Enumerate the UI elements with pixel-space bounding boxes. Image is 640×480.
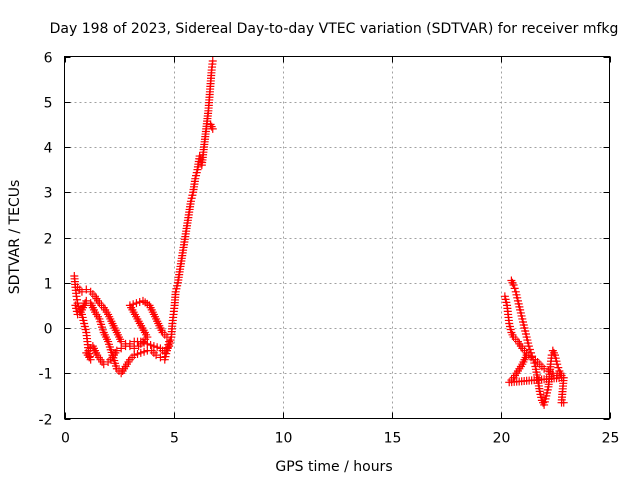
- data-points: [70, 57, 568, 409]
- data-point: [133, 350, 142, 359]
- data-point: [522, 351, 531, 360]
- x-tick-label: 20: [493, 431, 511, 447]
- data-point: [509, 281, 518, 290]
- data-point: [112, 346, 121, 355]
- x-tick-label: 10: [275, 431, 293, 447]
- data-point: [156, 353, 165, 362]
- axis-ticks: 0 5 10 15 20 25 -2 -1 0 1 2 3 4 5 6: [39, 51, 620, 447]
- data-point: [130, 344, 139, 353]
- y-tick-label: 0: [44, 322, 53, 338]
- y-tick-label: 5: [44, 96, 53, 112]
- data-point: [527, 348, 536, 357]
- data-point: [510, 284, 519, 293]
- data-point: [82, 296, 91, 305]
- data-point: [554, 363, 563, 372]
- x-tick-label: 15: [384, 431, 402, 447]
- chart-title: Day 198 of 2023, Sidereal Day-to-day VTE…: [50, 21, 619, 37]
- data-point: [125, 342, 134, 351]
- y-tick-label: -1: [39, 367, 53, 383]
- data-point: [165, 337, 174, 346]
- data-point: [525, 345, 534, 354]
- data-point: [208, 124, 217, 133]
- y-tick-label: 3: [44, 186, 53, 202]
- y-tick-label: 4: [44, 141, 53, 157]
- series-track: [71, 296, 174, 378]
- data-point: [544, 366, 553, 375]
- series-track: [507, 276, 568, 409]
- data-point: [153, 343, 162, 352]
- data-point: [140, 347, 149, 356]
- data-point: [77, 287, 86, 296]
- data-point: [149, 342, 158, 351]
- x-tick-label: 0: [61, 431, 70, 447]
- data-point: [121, 339, 130, 348]
- x-tick-label: 25: [602, 431, 620, 447]
- data-point: [130, 351, 139, 360]
- data-point: [99, 360, 108, 369]
- data-point: [140, 338, 149, 347]
- data-point: [117, 344, 126, 353]
- grid: [64, 56, 610, 419]
- data-point: [152, 351, 161, 360]
- data-point: [529, 355, 538, 364]
- data-point: [559, 398, 568, 407]
- data-point: [208, 57, 217, 66]
- x-axis-label: GPS time / hours: [275, 459, 392, 475]
- plot-frame: [64, 56, 610, 419]
- y-axis-label: SDTVAR / TECUs: [7, 180, 23, 295]
- series-track: [70, 57, 217, 369]
- data-point: [530, 359, 539, 368]
- series-track: [73, 283, 171, 353]
- x-tick-label: 5: [170, 431, 179, 447]
- data-point: [524, 342, 533, 351]
- data-point: [132, 299, 141, 308]
- data-point: [125, 301, 134, 310]
- data-point: [528, 352, 537, 361]
- y-tick-label: -2: [39, 413, 53, 429]
- data-point: [146, 340, 155, 349]
- y-tick-label: 2: [44, 232, 53, 248]
- data-point: [82, 285, 91, 294]
- data-point: [129, 300, 138, 309]
- data-point: [162, 333, 171, 342]
- y-tick-label: 6: [44, 51, 53, 67]
- data-point: [553, 360, 562, 369]
- data-point: [117, 337, 126, 346]
- y-tick-label: 1: [44, 277, 53, 293]
- data-point: [136, 348, 145, 357]
